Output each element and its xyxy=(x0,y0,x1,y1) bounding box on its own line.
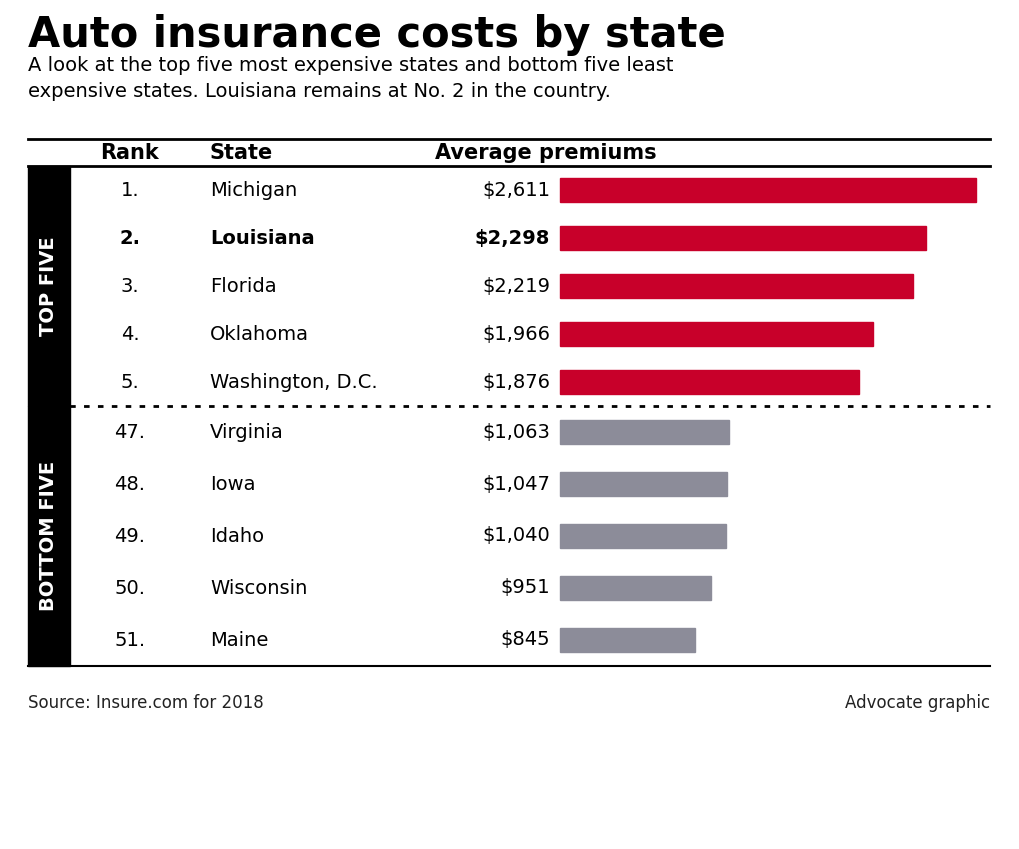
Bar xyxy=(559,471,726,497)
Text: Wisconsin: Wisconsin xyxy=(210,578,307,598)
Bar xyxy=(559,627,694,653)
Text: 2.: 2. xyxy=(119,228,141,248)
Bar xyxy=(559,177,975,202)
Text: Auto insurance costs by state: Auto insurance costs by state xyxy=(28,14,726,56)
Text: Oklahoma: Oklahoma xyxy=(210,324,309,344)
Text: $951: $951 xyxy=(500,578,549,598)
Text: $1,040: $1,040 xyxy=(482,526,549,546)
Bar xyxy=(559,273,912,299)
Text: Louisiana: Louisiana xyxy=(210,228,314,248)
Text: $2,219: $2,219 xyxy=(482,277,549,295)
Text: Source: Insure.com for 2018: Source: Insure.com for 2018 xyxy=(28,694,264,712)
Text: 51.: 51. xyxy=(114,631,146,649)
Text: Idaho: Idaho xyxy=(210,526,264,546)
Text: $1,966: $1,966 xyxy=(482,324,549,344)
Bar xyxy=(28,166,70,406)
Text: $845: $845 xyxy=(500,631,549,649)
Text: Florida: Florida xyxy=(210,277,276,295)
Text: Maine: Maine xyxy=(210,631,268,649)
Bar xyxy=(559,322,872,346)
Text: 47.: 47. xyxy=(114,423,146,441)
Text: Advocate graphic: Advocate graphic xyxy=(844,694,989,712)
Text: 5.: 5. xyxy=(120,373,140,391)
Text: 48.: 48. xyxy=(114,475,146,493)
Text: BOTTOM FIVE: BOTTOM FIVE xyxy=(40,461,58,611)
Text: State: State xyxy=(210,143,273,162)
Text: $1,047: $1,047 xyxy=(482,475,549,493)
Text: Washington, D.C.: Washington, D.C. xyxy=(210,373,377,391)
Text: Virginia: Virginia xyxy=(210,423,283,441)
Text: 49.: 49. xyxy=(114,526,146,546)
Text: 3.: 3. xyxy=(120,277,140,295)
Bar xyxy=(559,226,925,250)
Text: A look at the top five most expensive states and bottom five least
expensive sta: A look at the top five most expensive st… xyxy=(28,56,673,101)
Text: $2,298: $2,298 xyxy=(474,228,549,248)
Text: TOP FIVE: TOP FIVE xyxy=(40,236,58,336)
Text: $1,063: $1,063 xyxy=(482,423,549,441)
Bar xyxy=(559,524,725,548)
Text: Michigan: Michigan xyxy=(210,181,297,200)
Bar xyxy=(559,369,858,395)
Bar xyxy=(28,406,70,666)
Text: Iowa: Iowa xyxy=(210,475,255,493)
Text: 1.: 1. xyxy=(120,181,140,200)
Bar xyxy=(559,419,729,445)
Text: Rank: Rank xyxy=(101,143,159,162)
Text: 4.: 4. xyxy=(120,324,140,344)
Text: 50.: 50. xyxy=(114,578,146,598)
Text: Average premiums: Average premiums xyxy=(434,143,656,162)
Bar xyxy=(559,576,711,600)
Text: $2,611: $2,611 xyxy=(482,181,549,200)
Text: $1,876: $1,876 xyxy=(482,373,549,391)
